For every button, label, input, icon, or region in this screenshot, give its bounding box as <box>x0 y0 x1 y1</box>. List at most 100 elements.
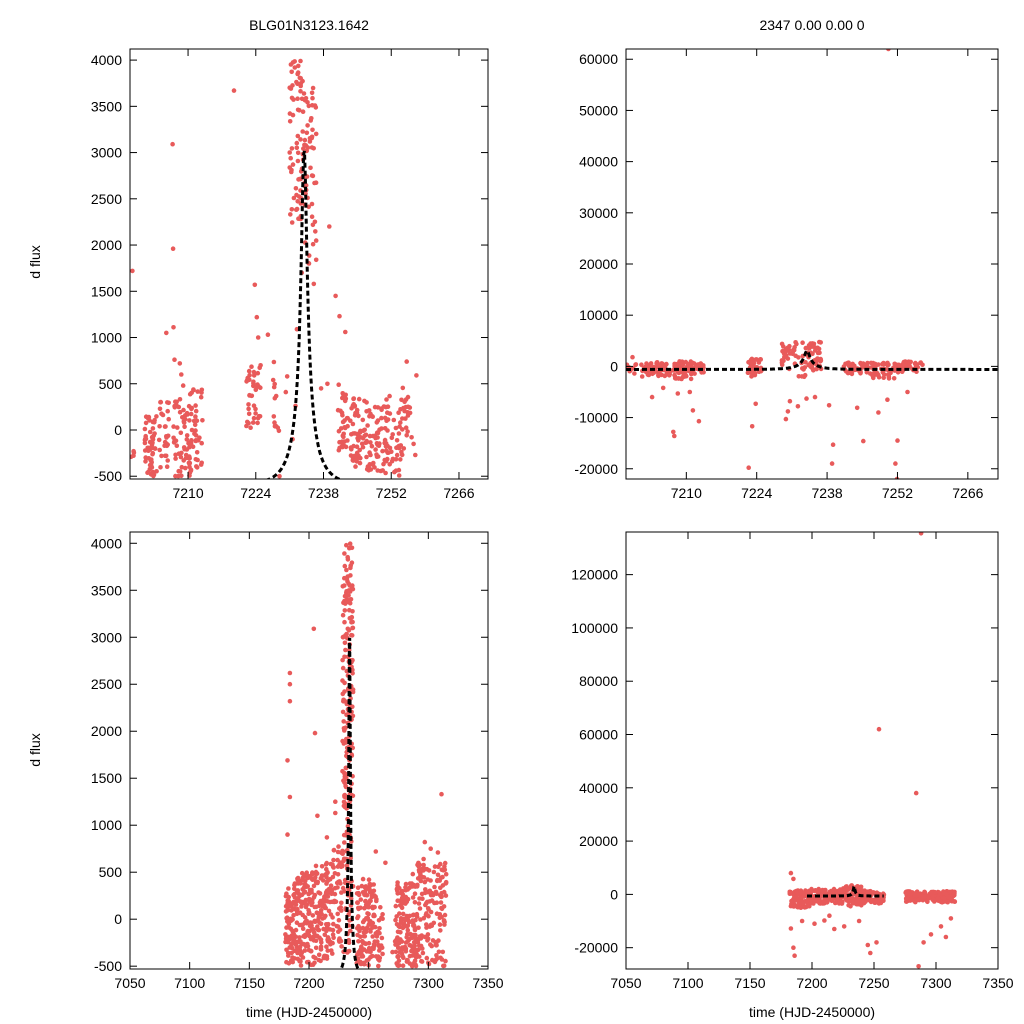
data-point <box>347 583 353 588</box>
data-point <box>376 963 381 969</box>
data-point <box>311 281 317 287</box>
data-point <box>886 374 892 379</box>
data-point <box>442 867 448 873</box>
data-point <box>841 924 847 929</box>
data-point <box>342 840 347 845</box>
data-point <box>639 374 645 379</box>
x-tick-label: 7200 <box>796 975 827 991</box>
data-point <box>402 408 407 414</box>
data-point <box>442 860 448 866</box>
x-tick-label: 7238 <box>308 485 339 501</box>
y-tick-label: 500 <box>99 376 123 392</box>
data-point <box>344 589 349 594</box>
data-point <box>779 341 785 347</box>
data-point <box>284 916 289 921</box>
data-point <box>289 146 295 151</box>
data-point <box>309 890 314 895</box>
data-point <box>443 893 449 898</box>
panel-top-right: 7210 7224 7238 7252 7266 -20000 -10000 0 10000 20… <box>574 48 999 501</box>
ylabel-bottom: d flux <box>27 733 43 766</box>
data-point <box>302 948 308 953</box>
y-tick-label: 4000 <box>91 52 122 68</box>
data-point <box>306 874 312 879</box>
xlabel-bottom-left: time (HJD-2450000) <box>246 1004 372 1020</box>
data-point <box>131 450 137 456</box>
data-point <box>197 435 202 441</box>
data-point <box>416 925 421 930</box>
data-point <box>383 458 389 464</box>
data-point <box>165 458 170 463</box>
data-point <box>379 415 384 421</box>
data-point <box>374 934 380 939</box>
data-point <box>359 883 365 889</box>
data-point <box>303 897 309 903</box>
data-point <box>370 904 375 910</box>
data-point <box>340 665 346 671</box>
data-point <box>856 918 862 924</box>
data-point <box>309 90 315 96</box>
data-point <box>306 908 311 913</box>
data-point <box>290 112 296 118</box>
data-point <box>339 900 344 906</box>
data-point <box>357 430 363 435</box>
data-point <box>255 420 260 426</box>
data-point <box>179 464 185 470</box>
data-point <box>385 410 390 416</box>
data-point <box>854 899 860 905</box>
data-point <box>311 883 317 889</box>
data-point <box>880 898 885 903</box>
data-point <box>639 362 644 368</box>
data-point <box>173 399 178 405</box>
data-point <box>189 427 195 433</box>
data-point <box>149 465 155 470</box>
data-point <box>432 959 438 965</box>
x-tick-label: 7350 <box>472 975 503 991</box>
data-point <box>316 952 322 958</box>
data-point <box>321 926 326 932</box>
data-point <box>322 932 328 938</box>
data-point <box>399 895 405 901</box>
data-point <box>287 681 293 687</box>
data-point <box>160 412 166 418</box>
data-point <box>342 418 347 423</box>
data-point <box>353 464 358 469</box>
data-point <box>391 417 397 423</box>
data-point <box>632 371 637 376</box>
data-point <box>826 403 832 408</box>
data-point <box>193 433 199 438</box>
data-point <box>181 407 186 413</box>
data-point <box>340 678 345 683</box>
data-point <box>198 394 204 400</box>
data-point <box>231 88 237 93</box>
data-point <box>324 881 329 886</box>
data-point <box>342 551 347 556</box>
data-point <box>413 452 418 458</box>
x-tick-label: 7100 <box>672 975 703 991</box>
data-point <box>292 65 298 70</box>
data-point <box>369 889 375 894</box>
data-point <box>358 934 363 939</box>
y-tick-label: 20000 <box>579 833 618 849</box>
data-point <box>423 889 428 895</box>
data-point <box>783 353 789 358</box>
data-point <box>172 357 177 363</box>
data-point <box>439 894 444 899</box>
data-point <box>372 924 378 930</box>
data-point <box>646 370 651 375</box>
data-point <box>190 444 196 450</box>
data-point <box>688 376 694 382</box>
x-tick-label: 7266 <box>952 485 983 501</box>
data-point <box>181 445 187 450</box>
data-point <box>369 954 375 959</box>
data-point <box>300 875 306 881</box>
data-point <box>387 462 393 467</box>
data-point <box>794 888 799 894</box>
data-point <box>672 433 677 439</box>
data-point <box>307 136 313 141</box>
y-tick-label: 1500 <box>91 283 122 299</box>
data-point <box>340 584 346 589</box>
data-point <box>404 359 410 364</box>
data-point <box>406 937 412 942</box>
data-point <box>393 917 398 923</box>
data-point <box>143 420 149 426</box>
